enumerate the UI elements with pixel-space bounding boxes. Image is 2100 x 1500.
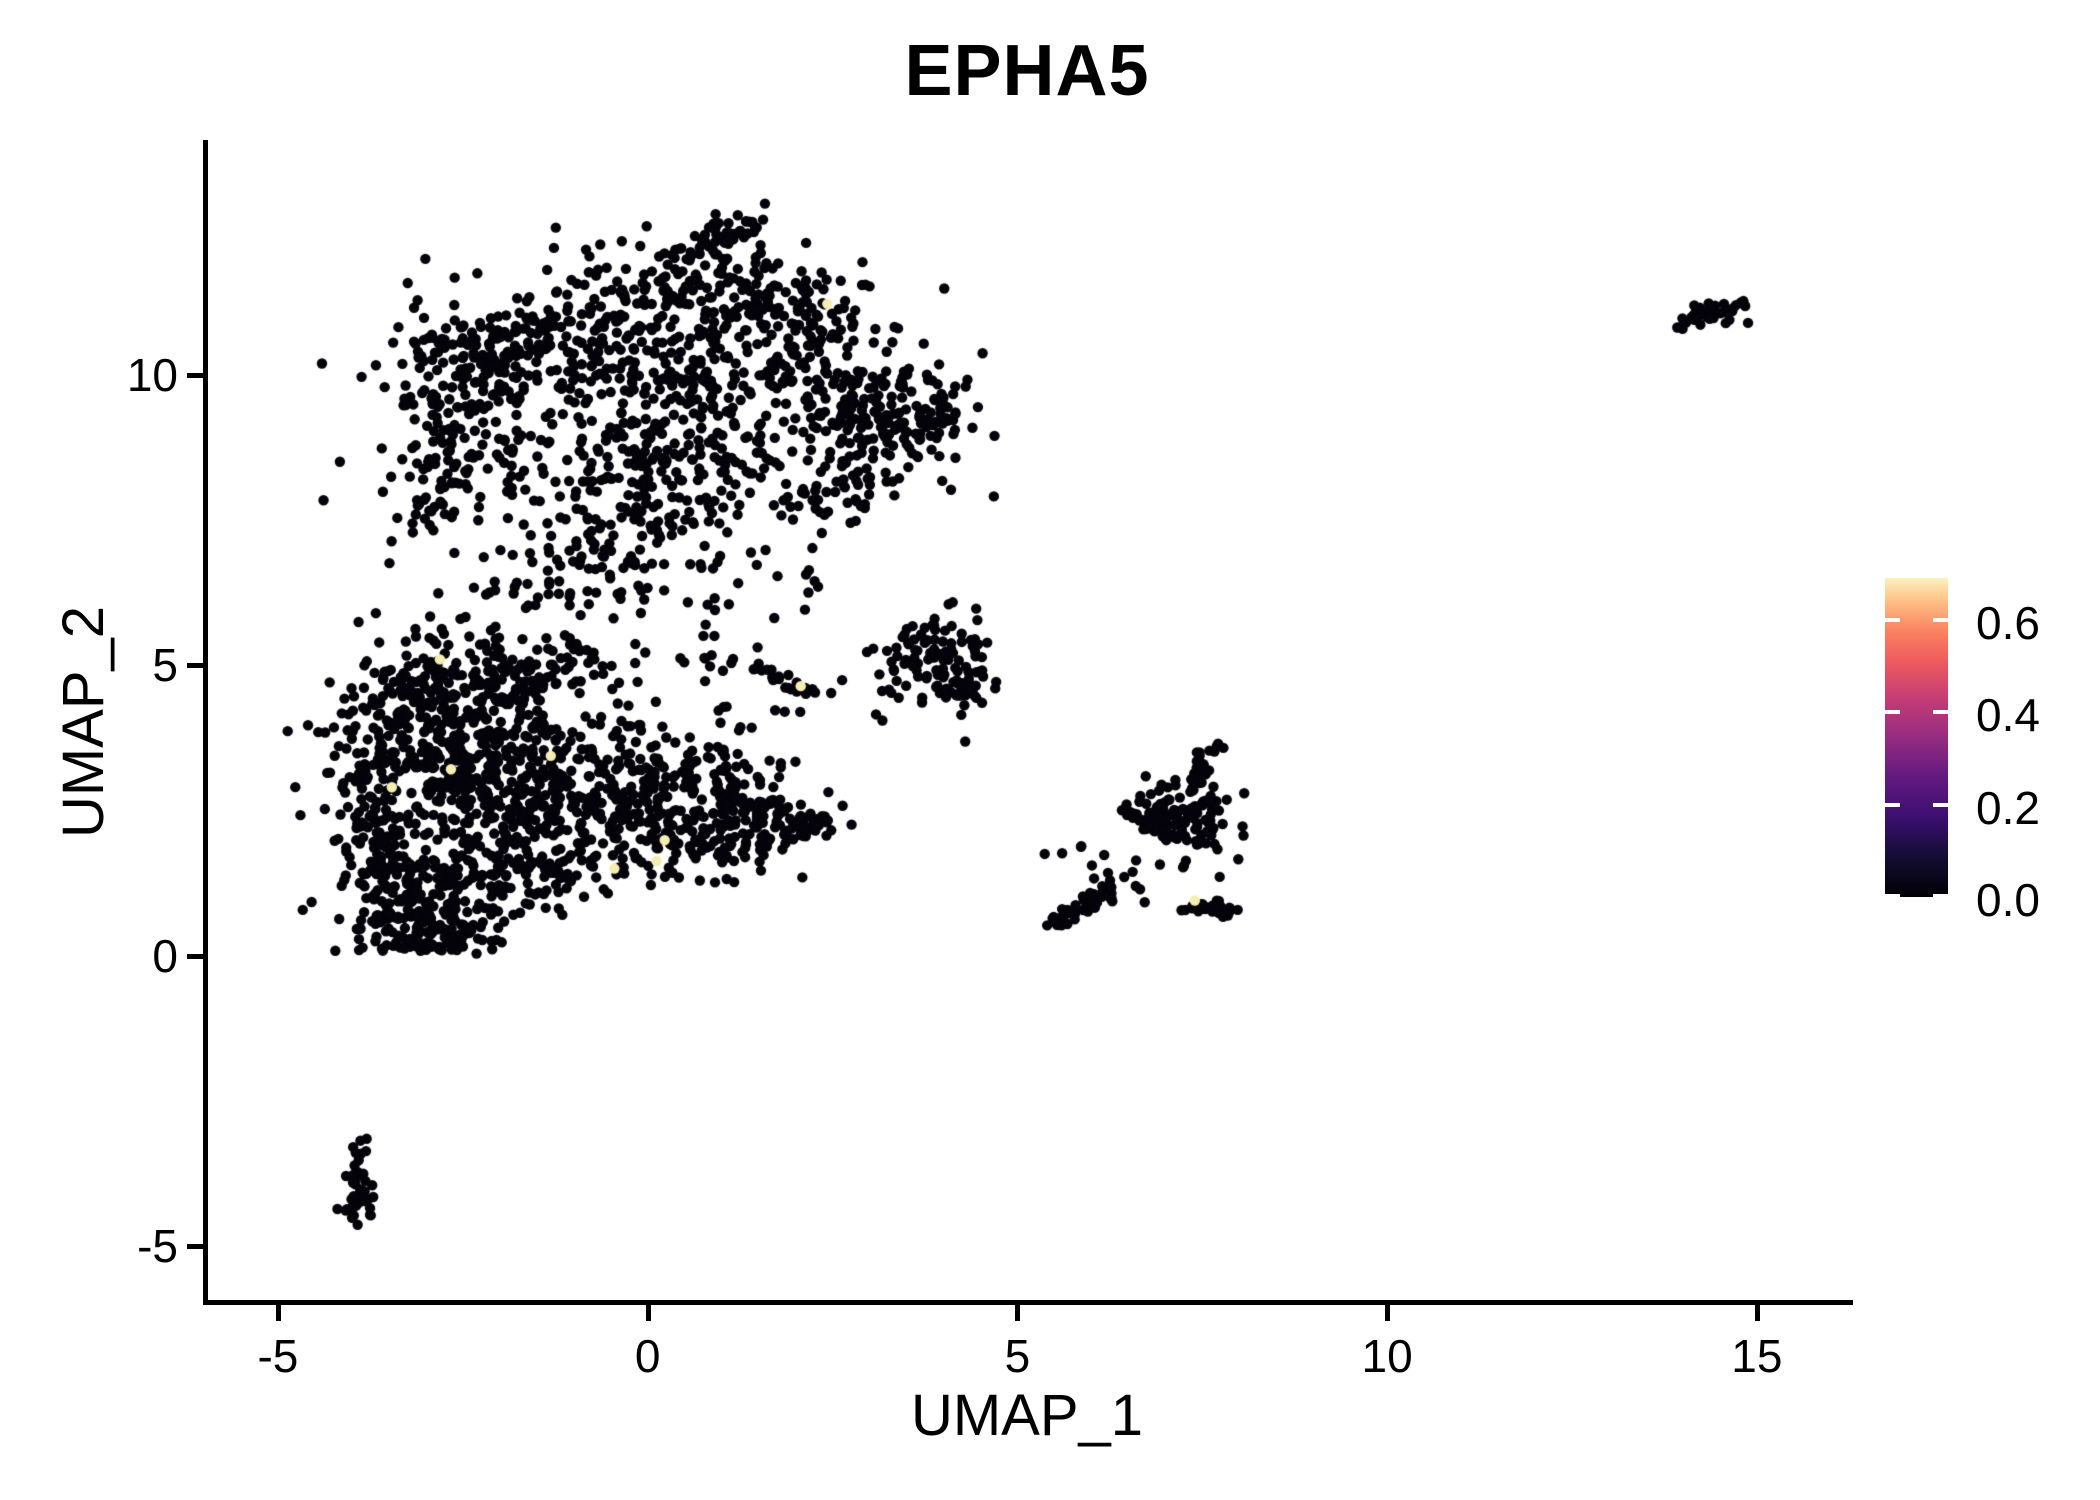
x-tick-mark bbox=[1015, 1305, 1021, 1321]
colorbar-tick-mark bbox=[1885, 802, 1900, 807]
y-tick-mark bbox=[187, 1244, 204, 1250]
y-tick-mark bbox=[187, 953, 204, 959]
y-tick-label: 10 bbox=[126, 348, 178, 401]
colorbar-tick-mark bbox=[1885, 894, 1900, 897]
y-tick-label: 0 bbox=[152, 929, 178, 982]
colorbar-tick-mark bbox=[1933, 802, 1948, 807]
x-axis-line bbox=[203, 1300, 1853, 1305]
x-tick-mark bbox=[645, 1305, 651, 1321]
x-axis-title: UMAP_1 bbox=[910, 1383, 1144, 1448]
y-tick-label: -5 bbox=[137, 1220, 178, 1273]
y-tick-mark bbox=[187, 372, 204, 378]
colorbar-gradient bbox=[1885, 578, 1948, 897]
x-tick-label: 5 bbox=[1004, 1330, 1031, 1382]
colorbar-tick-mark bbox=[1885, 710, 1900, 715]
colorbar-tick-label: 0.6 bbox=[1976, 596, 2040, 649]
colorbar-tick-mark bbox=[1933, 710, 1948, 715]
x-tick-mark bbox=[275, 1305, 281, 1321]
colorbar-tick-label: 0.2 bbox=[1976, 781, 2040, 834]
y-tick-mark bbox=[187, 663, 204, 669]
colorbar-tick-label: 0.0 bbox=[1976, 874, 2040, 926]
x-tick-label: 15 bbox=[1731, 1330, 1783, 1382]
y-tick-label: 5 bbox=[152, 639, 178, 692]
x-tick-mark bbox=[1385, 1305, 1391, 1321]
colorbar-tick-label: 0.4 bbox=[1976, 689, 2040, 742]
y-axis-title: UMAP_2 bbox=[51, 605, 116, 839]
x-tick-label: -5 bbox=[257, 1330, 299, 1382]
y-axis-line bbox=[203, 140, 208, 1305]
x-tick-label: 0 bbox=[634, 1330, 661, 1382]
colorbar-tick-mark bbox=[1933, 617, 1948, 622]
colorbar-tick-mark bbox=[1933, 894, 1948, 897]
x-tick-mark bbox=[1754, 1305, 1760, 1321]
colorbar-tick-mark bbox=[1885, 617, 1900, 622]
x-tick-label: 10 bbox=[1361, 1330, 1413, 1382]
